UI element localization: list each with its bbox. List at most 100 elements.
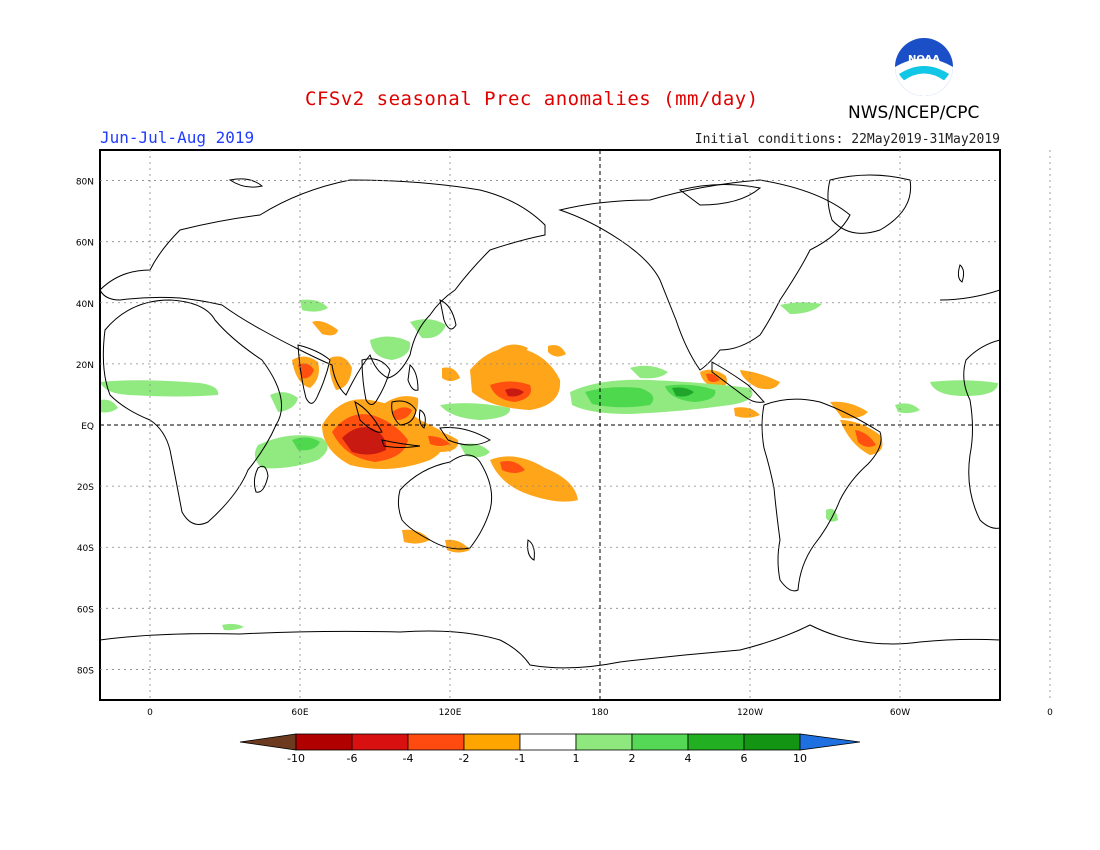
initial-conditions: Initial conditions: 22May2019-31May2019 xyxy=(694,132,1000,147)
coastline-eurasia xyxy=(100,179,546,396)
lat-label: 40N xyxy=(76,300,94,310)
coastline-madagascar xyxy=(253,465,269,493)
lat-label: 60N xyxy=(76,239,94,249)
colorbar: -10 -6 -4 -2 -1 1 2 4 6 10 xyxy=(239,733,861,765)
coastline-india xyxy=(297,344,331,404)
coastline-greenland xyxy=(827,174,912,234)
anomaly-dry xyxy=(428,436,450,446)
anomaly-moderate-wet xyxy=(930,380,998,396)
colorbar-swatch xyxy=(575,733,633,751)
anomaly-moderate-dry xyxy=(329,356,352,390)
anomaly-moderate-wet xyxy=(300,299,328,312)
lat-label: 20S xyxy=(77,483,94,493)
coastline-antarctica xyxy=(100,624,1000,669)
colorbar-tick-label: -4 xyxy=(403,752,414,765)
colorbar-tick-label: -6 xyxy=(347,752,358,765)
coastline-africa xyxy=(102,299,283,525)
lon-label: 120W xyxy=(737,708,763,718)
colorbar-tick-label: 4 xyxy=(685,752,692,765)
coastline-central-america xyxy=(711,361,765,403)
anomaly-shading xyxy=(100,299,998,631)
lat-label: 60S xyxy=(77,605,94,615)
coastline-java xyxy=(381,439,421,448)
anomaly-moderate-dry xyxy=(312,321,338,336)
anomaly-strong-dry xyxy=(342,427,387,455)
coastline-sulawesi xyxy=(419,409,426,429)
anomaly-moderate-dry xyxy=(498,344,528,361)
coastline-philippines xyxy=(407,364,419,391)
anomaly-moderate-wet xyxy=(222,623,244,631)
colorbar-tick-label: 10 xyxy=(793,752,807,765)
lat-label: EQ xyxy=(81,422,94,432)
anomaly-moderate-wet xyxy=(630,365,668,379)
coastline-indochina xyxy=(361,358,391,405)
anomaly-moderate-dry xyxy=(830,401,868,419)
coastline-new-zealand xyxy=(527,539,535,561)
coastline-australia xyxy=(397,454,493,550)
lat-label: 40S xyxy=(77,544,94,554)
coastlines xyxy=(100,174,1000,669)
colorbar-tick-label: 1 xyxy=(573,752,580,765)
season-label: Jun-Jul-Aug 2019 xyxy=(100,128,255,147)
colorbar-swatch xyxy=(631,733,689,751)
agency-label: NWS/NCEP/CPC xyxy=(848,103,980,123)
coastline-north-america xyxy=(558,179,851,371)
axis-labels: 80N 60N 40N 20N EQ 20S 40S 60S 80S 0 60E 120E 180 120… xyxy=(76,178,1053,718)
lon-label: 60W xyxy=(890,708,910,718)
anomaly-strong-dry xyxy=(505,388,524,397)
anomaly-moderate-wet xyxy=(370,336,411,360)
anomaly-moderate-dry xyxy=(445,539,470,553)
colorbar-tick-label: -1 xyxy=(515,752,526,765)
colorbar-right-arrow xyxy=(799,733,861,751)
anomaly-moderate-dry xyxy=(402,529,430,544)
anomaly-moderate-dry xyxy=(740,370,780,390)
anomaly-wet xyxy=(585,387,654,408)
lat-label: 80S xyxy=(77,666,94,676)
colorbar-swatch xyxy=(351,733,409,751)
coastline-africa-east-edge xyxy=(939,289,1000,529)
anomaly-moderate-wet xyxy=(100,399,118,413)
anomaly-moderate-dry xyxy=(734,407,760,418)
coastline-south-america xyxy=(761,398,882,592)
anomaly-strong-wet xyxy=(672,387,694,397)
gridlines xyxy=(100,150,1051,700)
coastline-uk xyxy=(957,264,965,283)
colorbar-tick-label: -10 xyxy=(287,752,305,765)
coastline-arctic-islands xyxy=(678,183,762,206)
anomaly-moderate-wet xyxy=(826,508,838,522)
chart-title: CFSv2 seasonal Prec anomalies (mm/day) xyxy=(305,88,759,110)
colorbar-swatch xyxy=(295,733,353,751)
anomaly-moderate-wet xyxy=(460,443,490,458)
anomaly-dry xyxy=(855,430,876,447)
colorbar-tick-label: 6 xyxy=(741,752,748,765)
lon-label: 0 xyxy=(1047,708,1053,718)
anomaly-moderate-wet xyxy=(100,380,219,397)
coastline-new-guinea xyxy=(439,427,492,446)
anomaly-moderate-wet xyxy=(440,403,511,420)
noaa-logo: NOAA xyxy=(893,36,955,102)
anomaly-dry xyxy=(706,373,720,382)
anomaly-moderate-wet xyxy=(410,319,446,339)
colorbar-left-arrow xyxy=(239,733,297,751)
anomaly-dry xyxy=(298,363,314,379)
coastline-japan xyxy=(439,299,457,330)
anomaly-moderate-dry xyxy=(548,345,566,357)
colorbar-tick-label: -2 xyxy=(459,752,470,765)
colorbar-swatch xyxy=(743,733,801,751)
anomaly-moderate-wet xyxy=(895,403,920,414)
colorbar-tick-label: 2 xyxy=(629,752,636,765)
colorbar-swatch xyxy=(687,733,745,751)
anomaly-moderate-wet xyxy=(270,392,298,412)
anomaly-moderate-dry xyxy=(470,347,561,410)
lat-label: 20N xyxy=(76,361,94,371)
lon-label: 180 xyxy=(591,708,608,718)
logo-text: NOAA xyxy=(908,54,940,65)
anomaly-dry xyxy=(500,461,525,473)
anomaly-moderate-wet xyxy=(780,302,822,314)
lon-label: 0 xyxy=(147,708,153,718)
coastline-svalbard xyxy=(228,178,264,188)
anomaly-moderate-dry xyxy=(442,367,460,381)
colorbar-swatch xyxy=(463,733,521,751)
lon-label: 120E xyxy=(439,708,462,718)
